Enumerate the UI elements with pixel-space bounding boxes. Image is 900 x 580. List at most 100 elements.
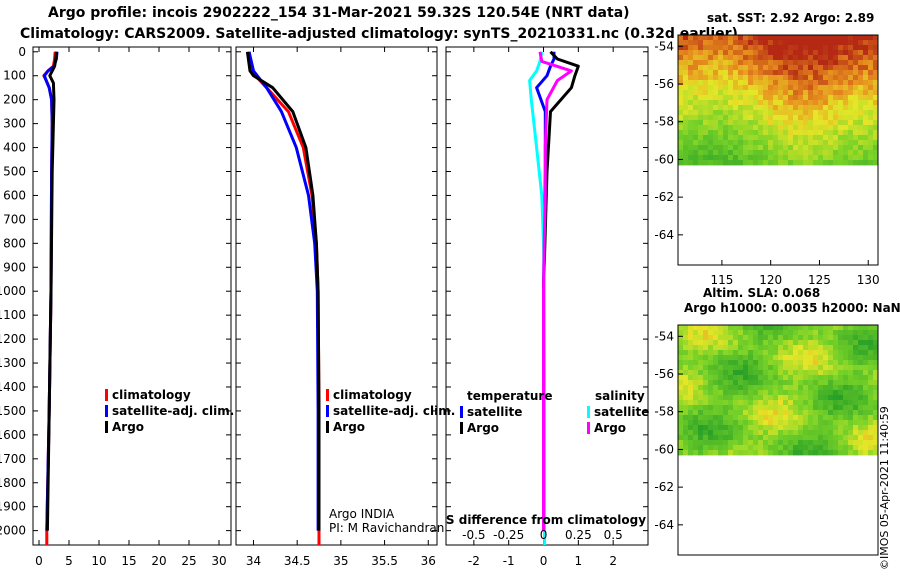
legend-satellite-adj: satellite-adj. clim. bbox=[112, 404, 234, 418]
depth-tick-label: 100 bbox=[3, 69, 26, 83]
depth-tick-label: 1900 bbox=[0, 500, 26, 514]
series-line-argo bbox=[245, 51, 321, 531]
panel-frame bbox=[32, 46, 232, 546]
x-tick-label: 35.5 bbox=[371, 554, 398, 568]
legend-swatch bbox=[326, 405, 329, 417]
sla-map-subtitle: Argo h1000: 0.0035 h2000: NaN bbox=[684, 301, 900, 315]
map-lat-label: -62 bbox=[654, 190, 674, 204]
x-tick-label: 1 bbox=[575, 554, 583, 568]
depth-tick-label: 900 bbox=[3, 260, 26, 274]
x-tick-label: -2 bbox=[468, 554, 480, 568]
legend-satellite-adj: satellite-adj. clim. bbox=[333, 404, 455, 418]
map-lat-label: -56 bbox=[654, 367, 674, 381]
map-lon-label: 120 bbox=[759, 273, 782, 287]
map-lat-label: -60 bbox=[654, 152, 674, 166]
legend-temp-argo: Argo bbox=[467, 421, 499, 435]
legend-sal-argo: Argo bbox=[594, 421, 626, 435]
series-line-argo bbox=[45, 51, 58, 531]
legend-swatch bbox=[587, 406, 590, 418]
sst-map-image bbox=[678, 35, 879, 166]
title-line-1: Argo profile: incois 2902222_154 31-Mar-… bbox=[48, 5, 630, 21]
x-tick-label: 34.5 bbox=[284, 554, 311, 568]
depth-tick-label: 1600 bbox=[0, 428, 26, 442]
legend-swatch bbox=[326, 421, 329, 433]
depth-tick-label: 700 bbox=[3, 212, 26, 226]
depth-tick-label: 1800 bbox=[0, 476, 26, 490]
x-tick-label: -1 bbox=[503, 554, 515, 568]
x-tick-label: 5 bbox=[65, 554, 73, 568]
map-lon-label: 130 bbox=[857, 273, 880, 287]
legend-sal-satellite: satellite bbox=[594, 405, 649, 419]
legend-temperature-title: temperature bbox=[467, 389, 552, 403]
argo-program-label: Argo INDIA bbox=[329, 507, 395, 521]
x-tick-label: 30 bbox=[211, 554, 226, 568]
x-tick-label: 25 bbox=[181, 554, 196, 568]
legend-climatology: climatology bbox=[333, 388, 412, 402]
legend-swatch bbox=[105, 405, 108, 417]
x-tick-label: 0 bbox=[35, 554, 43, 568]
depth-tick-label: 1000 bbox=[0, 284, 26, 298]
legend-argo: Argo bbox=[333, 420, 365, 434]
title-line-2: Climatology: CARS2009. Satellite-adjuste… bbox=[20, 26, 738, 42]
map-lat-label: -62 bbox=[654, 480, 674, 494]
map-lat-label: -64 bbox=[654, 228, 674, 242]
argo-pi-label: PI: M Ravichandran bbox=[329, 521, 445, 535]
difference-xlabel: S difference from climatology bbox=[446, 513, 646, 527]
map-lat-label: -64 bbox=[654, 518, 674, 532]
imos-credit: ©IMOS 05-Apr-2021 11:40:59 bbox=[878, 406, 891, 570]
x-tick-label: 10 bbox=[91, 554, 106, 568]
map-lat-label: -58 bbox=[654, 115, 674, 129]
x-tick-label: 36 bbox=[421, 554, 436, 568]
panel-frame bbox=[235, 46, 438, 546]
sst-map-title: sat. SST: 2.92 Argo: 2.89 bbox=[707, 11, 875, 25]
legend-swatch bbox=[105, 421, 108, 433]
x-tick-label: 20 bbox=[151, 554, 166, 568]
legend-climatology: climatology bbox=[112, 388, 191, 402]
map-lat-label: -58 bbox=[654, 405, 674, 419]
sla-map-title: Altim. SLA: 0.068 bbox=[703, 286, 821, 300]
depth-tick-label: 1500 bbox=[0, 404, 26, 418]
legend-swatch bbox=[105, 389, 108, 401]
depth-tick-label: 1700 bbox=[0, 452, 26, 466]
legend-temp-satellite: satellite bbox=[467, 405, 522, 419]
depth-tick-label: 1400 bbox=[0, 380, 26, 394]
depth-tick-label: 300 bbox=[3, 117, 26, 131]
x-tick-label: 2 bbox=[609, 554, 617, 568]
x-tick-label: 15 bbox=[121, 554, 136, 568]
panel-difference bbox=[445, 46, 649, 546]
panel-temperature bbox=[32, 46, 232, 546]
legend-swatch bbox=[587, 422, 590, 434]
legend-swatch bbox=[460, 406, 463, 418]
depth-tick-label: 500 bbox=[3, 165, 26, 179]
sla-map-image bbox=[678, 325, 879, 456]
salinity-diff-tick-label: 0 bbox=[540, 528, 548, 542]
salinity-diff-tick-label: -0.5 bbox=[462, 528, 485, 542]
depth-tick-label: 2000 bbox=[0, 524, 26, 538]
map-lon-label: 125 bbox=[808, 273, 831, 287]
legend-swatch bbox=[460, 422, 463, 434]
panel-salinity bbox=[235, 46, 438, 546]
depth-tick-label: 800 bbox=[3, 236, 26, 250]
map-lat-label: -60 bbox=[654, 442, 674, 456]
depth-tick-label: 600 bbox=[3, 188, 26, 202]
depth-tick-label: 1200 bbox=[0, 332, 26, 346]
x-tick-label: 0 bbox=[540, 554, 548, 568]
salinity-diff-tick-label: -0.25 bbox=[493, 528, 524, 542]
legend-salinity-title: salinity bbox=[595, 389, 645, 403]
map-lat-label: -54 bbox=[654, 329, 674, 343]
series-line-salinity-argo bbox=[538, 51, 573, 531]
depth-tick-label: 1300 bbox=[0, 356, 26, 370]
salinity-diff-tick-label: 0.5 bbox=[604, 528, 623, 542]
x-tick-label: 35 bbox=[333, 554, 348, 568]
legend-argo: Argo bbox=[112, 420, 144, 434]
map-lat-label: -56 bbox=[654, 77, 674, 91]
x-tick-label: 34 bbox=[246, 554, 261, 568]
map-lon-label: 115 bbox=[710, 273, 733, 287]
sla-map-border bbox=[677, 324, 879, 556]
legend-swatch bbox=[326, 389, 329, 401]
sst-map-border bbox=[677, 34, 879, 266]
depth-tick-label: 200 bbox=[3, 93, 26, 107]
depth-tick-label: 400 bbox=[3, 141, 26, 155]
map-lat-label: -54 bbox=[654, 39, 674, 53]
